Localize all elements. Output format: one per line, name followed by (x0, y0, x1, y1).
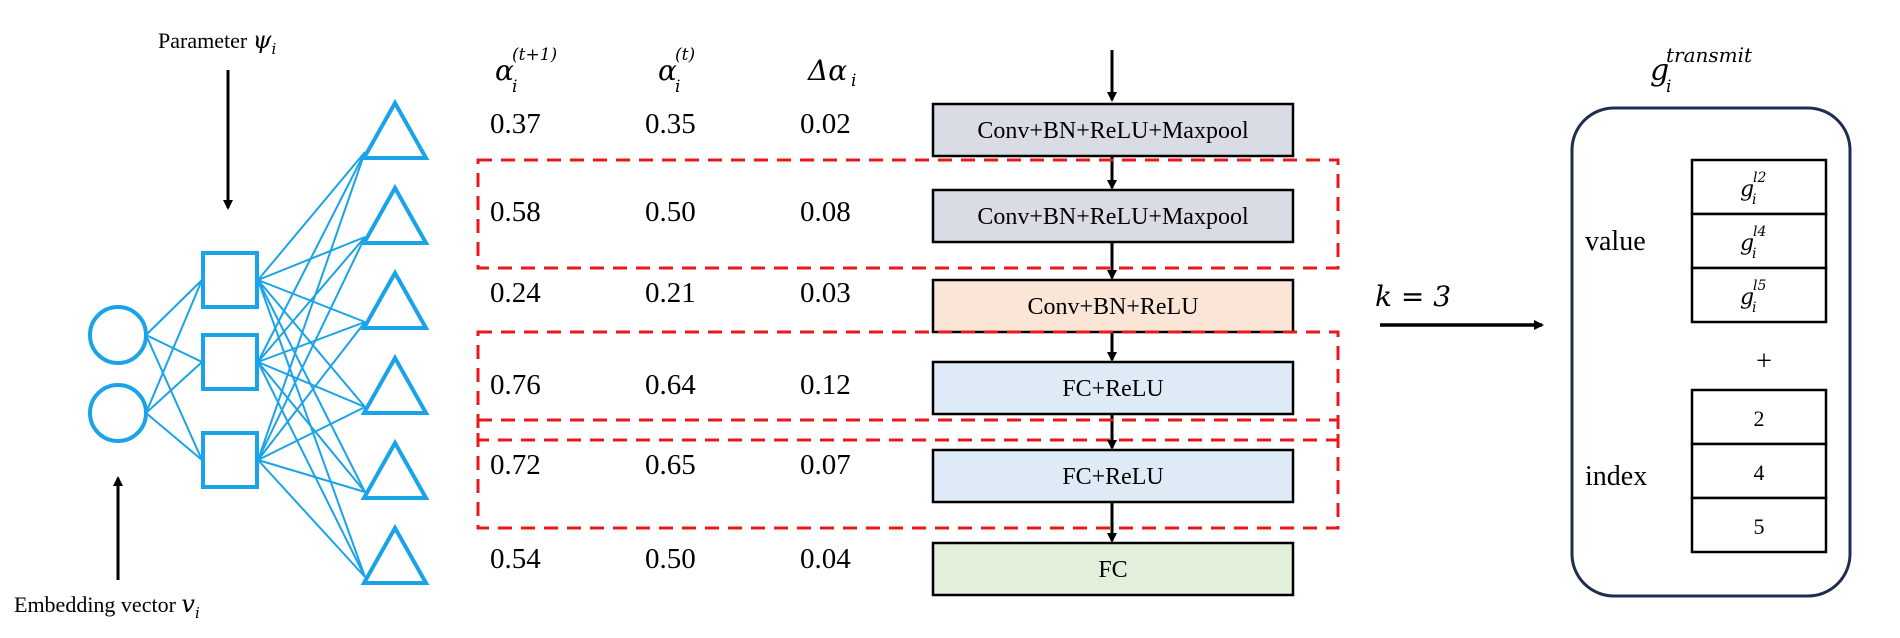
output-node (360, 268, 430, 330)
cell-a-cur: 0.21 (645, 277, 696, 309)
output-node (360, 353, 430, 415)
svg-text:i: i (1666, 77, 1671, 97)
index-cell-label: 2 (1754, 406, 1765, 431)
svg-text:i: i (675, 77, 680, 97)
cell-a-cur: 0.50 (645, 543, 696, 575)
cell-delta: 0.04 (800, 543, 851, 575)
layer-box (931, 360, 1295, 416)
value-cell-sub: i (1752, 300, 1756, 316)
cell-a-next: 0.24 (490, 277, 541, 309)
k-label: k = 3 (1375, 280, 1451, 313)
svg-text:α: α (658, 54, 677, 87)
layer-label: Conv+BN+ReLU (1027, 294, 1198, 320)
value-cell-sup: l4 (1753, 224, 1766, 240)
value-cell-sub: i (1752, 192, 1756, 208)
value-label: value (1585, 226, 1646, 257)
transmit-title: g i transmit (1650, 43, 1753, 97)
network-edges (145, 151, 366, 578)
output-node (360, 438, 430, 500)
cell-a-cur: 0.64 (645, 369, 696, 401)
cell-a-next: 0.54 (490, 543, 541, 575)
value-cell-sup: l2 (1753, 170, 1766, 186)
index-cell-label: 5 (1754, 514, 1765, 539)
layer-table: 0.37 0.35 0.02 Conv+BN+ReLU+Maxpool 0.58 0.50… (476, 102, 1340, 597)
svg-text:i: i (512, 77, 517, 97)
value-cell-label: g (1740, 285, 1754, 310)
index-cells: 2 4 5 (1690, 388, 1828, 554)
svg-text:Δα: Δα (807, 54, 847, 87)
input-node (88, 305, 148, 365)
layer-box (931, 278, 1295, 334)
svg-text:(t): (t) (675, 45, 695, 65)
layer-label: FC+ReLU (1062, 376, 1164, 402)
cell-a-next: 0.76 (490, 369, 541, 401)
cell-a-next: 0.37 (490, 108, 541, 140)
index-cell (1690, 388, 1828, 446)
output-node (360, 523, 430, 585)
value-cell-sup: l5 (1753, 278, 1766, 294)
output-node (360, 183, 430, 245)
index-cell-label: 4 (1754, 460, 1765, 485)
value-cell-label: g (1740, 177, 1754, 202)
cell-delta: 0.02 (800, 108, 851, 140)
layer-box (931, 541, 1295, 597)
layer-label: FC+ReLU (1062, 464, 1164, 490)
svg-text:g: g (1650, 53, 1669, 88)
hidden-node (201, 431, 259, 489)
cell-a-next: 0.72 (490, 449, 541, 481)
cell-a-cur: 0.50 (645, 196, 696, 228)
index-label: index (1585, 461, 1647, 492)
hidden-node (201, 251, 259, 309)
value-cell-label: g (1740, 231, 1754, 256)
neural-network (88, 98, 430, 585)
header-alpha-current: α i (t) (658, 45, 695, 97)
value-cell (1690, 158, 1828, 216)
svg-text:α: α (495, 54, 514, 87)
svg-text:i: i (851, 71, 856, 91)
cell-delta: 0.08 (800, 196, 851, 228)
cell-delta: 0.12 (800, 369, 851, 401)
header-alpha-next: α i (t+1) (495, 45, 557, 97)
svg-text:(t+1): (t+1) (512, 45, 557, 65)
parameter-label: Parameter ψi (158, 26, 277, 58)
output-node (360, 98, 430, 160)
layer-label: Conv+BN+ReLU+Maxpool (977, 204, 1249, 230)
layer-label: Conv+BN+ReLU+Maxpool (977, 118, 1249, 144)
layer-box (931, 448, 1295, 504)
value-cell (1690, 212, 1828, 270)
embedding-label: Embedding vector vi (14, 590, 200, 622)
cell-delta: 0.07 (800, 449, 851, 481)
cell-a-cur: 0.35 (645, 108, 696, 140)
header-delta-alpha: Δα i (807, 54, 856, 91)
value-cell (1690, 266, 1828, 324)
svg-text:transmit: transmit (1666, 43, 1753, 67)
cell-a-next: 0.58 (490, 196, 541, 228)
cell-delta: 0.03 (800, 277, 851, 309)
value-cell-sub: i (1752, 246, 1756, 262)
layer-label: FC (1098, 557, 1127, 583)
index-cell (1690, 442, 1828, 500)
hidden-node (201, 333, 259, 391)
cell-a-cur: 0.65 (645, 449, 696, 481)
index-cell (1690, 496, 1828, 554)
input-node (88, 383, 148, 443)
plus-sign: + (1756, 346, 1772, 377)
